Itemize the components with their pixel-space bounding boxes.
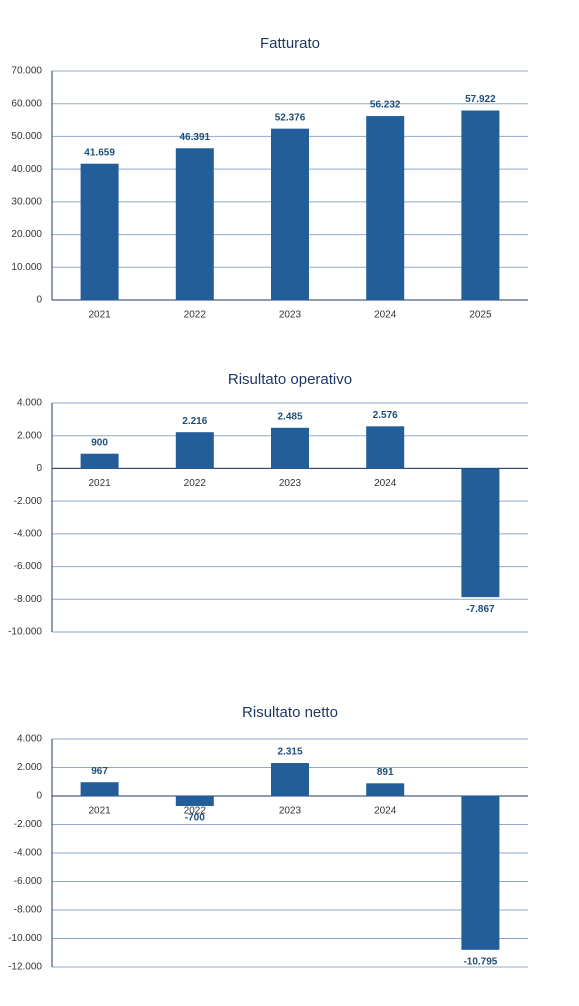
y-tick-label: 60.000 (11, 98, 42, 109)
y-tick-label: -10.000 (8, 627, 42, 638)
value-label: 2.315 (277, 747, 302, 758)
y-tick-label: -10.000 (8, 933, 42, 944)
value-label: 891 (377, 767, 394, 778)
value-label: 57.922 (465, 94, 496, 105)
y-tick-label: 2.000 (17, 430, 42, 441)
chart-title: Fatturato (260, 35, 320, 52)
value-label: 2.576 (373, 410, 398, 421)
y-tick-label: -4.000 (14, 848, 43, 859)
x-tick-label: 2025 (469, 310, 492, 321)
y-tick-label: -6.000 (14, 561, 43, 572)
bar (80, 453, 119, 469)
y-tick-label: 2.000 (17, 762, 42, 773)
bar (461, 468, 500, 598)
y-tick-label: 4.000 (17, 734, 42, 745)
value-label: 41.659 (84, 147, 115, 158)
x-tick-label: 2021 (88, 310, 111, 321)
x-tick-label: 2022 (184, 478, 207, 489)
chart-title: Risultato netto (242, 704, 338, 721)
y-tick-label: -8.000 (14, 905, 43, 916)
x-tick-label: 2024 (374, 478, 397, 489)
y-tick-label: 4.000 (17, 398, 42, 409)
y-tick-label: 0 (36, 463, 42, 474)
y-tick-label: 40.000 (11, 164, 42, 175)
y-tick-label: 20.000 (11, 229, 42, 240)
bar (175, 796, 214, 806)
x-tick-label: 2022 (184, 806, 207, 817)
value-label: -700 (185, 813, 205, 824)
value-label: 46.391 (180, 132, 211, 143)
chart-title: Risultato operativo (228, 371, 352, 388)
y-tick-label: -6.000 (14, 876, 43, 887)
bar (271, 427, 309, 469)
x-tick-label: 2021 (88, 478, 111, 489)
value-label: -7.867 (466, 604, 495, 615)
value-label: 52.376 (275, 112, 306, 123)
y-tick-label: -8.000 (14, 594, 43, 605)
x-tick-label: 2024 (374, 310, 397, 321)
value-label: 967 (91, 766, 108, 777)
bar (80, 163, 119, 300)
bar (461, 796, 500, 950)
y-tick-label: -2.000 (14, 819, 43, 830)
bar (461, 110, 500, 300)
value-label: 2.485 (277, 411, 302, 422)
y-tick-label: 0 (36, 791, 42, 802)
value-label: 56.232 (370, 100, 401, 111)
bar (271, 763, 309, 796)
value-label: 2.216 (182, 416, 207, 427)
value-label: -10.795 (463, 956, 497, 967)
y-tick-label: 10.000 (11, 262, 42, 273)
bar (366, 783, 405, 796)
bar (175, 432, 214, 469)
x-tick-label: 2023 (279, 478, 302, 489)
y-tick-label: 0 (36, 295, 42, 306)
y-tick-label: 70.000 (11, 66, 42, 77)
y-tick-label: 30.000 (11, 196, 42, 207)
bar (80, 782, 119, 796)
x-tick-label: 2024 (374, 806, 397, 817)
bar (175, 148, 214, 300)
x-tick-label: 2023 (279, 806, 302, 817)
y-tick-label: -4.000 (14, 528, 43, 539)
bar (271, 128, 309, 300)
y-tick-label: -2.000 (14, 496, 43, 507)
x-tick-label: 2023 (279, 310, 302, 321)
y-tick-label: 50.000 (11, 131, 42, 142)
bar (366, 116, 405, 300)
x-tick-label: 2021 (88, 806, 111, 817)
value-label: 900 (91, 437, 108, 448)
x-tick-label: 2022 (184, 310, 207, 321)
bar (366, 426, 405, 469)
y-tick-label: -12.000 (8, 962, 42, 973)
